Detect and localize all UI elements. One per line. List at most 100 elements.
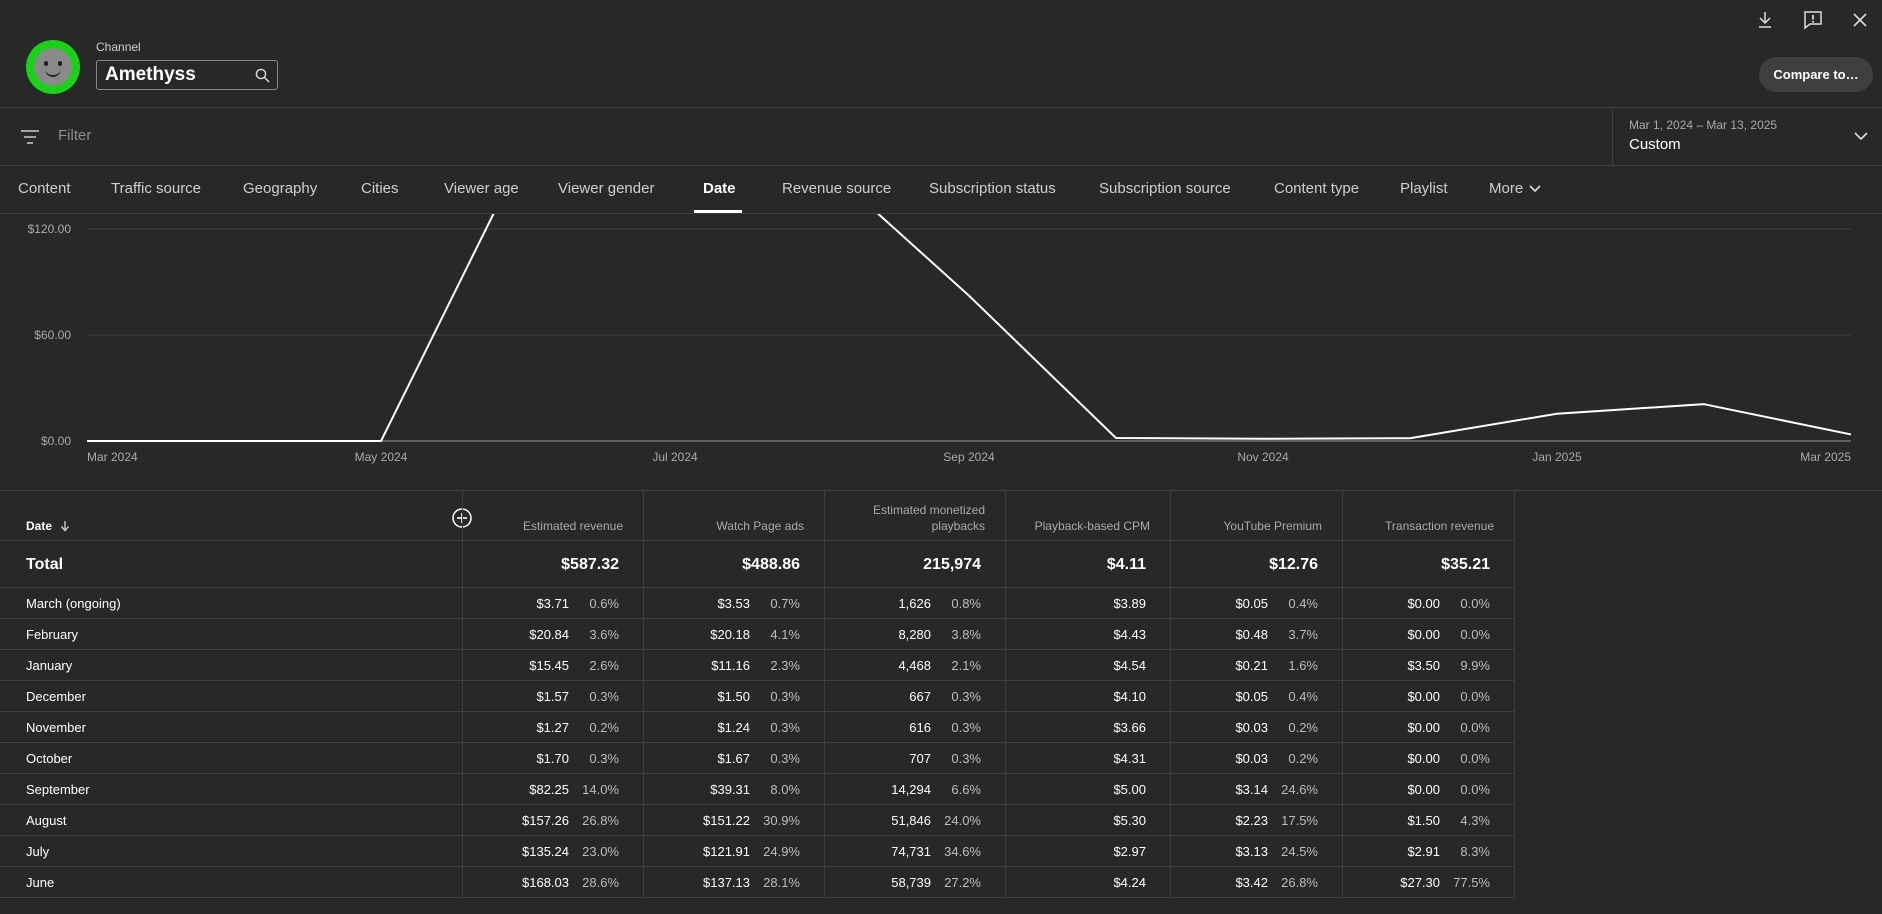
chevron-down-icon [1854, 128, 1868, 146]
tab-cities[interactable]: Cities [361, 180, 399, 197]
total-value: $587.32 [561, 556, 619, 573]
total-value: $35.21 [1441, 556, 1490, 573]
channel-selector[interactable]: Amethyss [96, 60, 278, 90]
youtube-premium-header[interactable]: YouTube Premium [1223, 519, 1323, 533]
cpm-value: $4.54 [1113, 658, 1146, 673]
transaction-revenue-header[interactable]: Transaction revenue [1385, 519, 1494, 533]
tab-geography[interactable]: Geography [243, 180, 318, 197]
tab-revenue-source[interactable]: Revenue source [782, 180, 892, 197]
transaction-value: $0.00 [1407, 782, 1440, 797]
revenue-percent: 0.3% [589, 751, 619, 766]
revenue-percent: 0.6% [589, 596, 619, 611]
cpm-value: $4.24 [1113, 875, 1146, 890]
row-date-label[interactable]: August [26, 813, 67, 828]
tab-viewer-age[interactable]: Viewer age [444, 180, 519, 197]
row-date-label[interactable]: February [26, 627, 79, 642]
close-icon[interactable] [1848, 8, 1872, 32]
column-divider [824, 491, 825, 897]
cpm-value: $5.30 [1113, 813, 1146, 828]
premium-value: $0.05 [1235, 689, 1268, 704]
feedback-icon[interactable] [1801, 8, 1825, 32]
row-divider [0, 618, 1514, 619]
watch-page-percent: 8.0% [770, 782, 800, 797]
column-divider [1005, 491, 1006, 897]
watch-page-value: $20.18 [710, 627, 750, 642]
row-divider [0, 773, 1514, 774]
row-divider [0, 897, 1514, 898]
premium-value: $0.05 [1235, 596, 1268, 611]
date-range-selector[interactable]: Mar 1, 2024 – Mar 13, 2025 Custom [1612, 108, 1882, 165]
tab-content[interactable]: Content [18, 180, 71, 197]
playbacks-percent: 34.6% [944, 844, 981, 859]
transaction-percent: 0.0% [1460, 596, 1490, 611]
row-divider [0, 540, 1514, 541]
tab-playlist[interactable]: Playlist [1400, 180, 1448, 197]
estimated-revenue-header[interactable]: Estimated revenue [522, 519, 623, 533]
series-line[interactable] [87, 214, 1852, 442]
cpm-value: $3.89 [1113, 596, 1146, 611]
watch-page-percent: 4.1% [770, 627, 800, 642]
row-date-label[interactable]: March (ongoing) [26, 596, 121, 611]
row-date-label[interactable]: July [26, 844, 50, 859]
monetized-playbacks-header[interactable]: Estimated monetized playbacks [872, 503, 985, 533]
tab-more[interactable]: More [1489, 180, 1541, 197]
row-date-label[interactable]: January [26, 658, 73, 673]
row-date-label[interactable]: November [26, 720, 86, 735]
row-date-label[interactable]: September [26, 782, 90, 797]
transaction-percent: 0.0% [1460, 720, 1490, 735]
date-range-mode: Custom [1629, 136, 1681, 153]
revenue-percent: 23.0% [582, 844, 619, 859]
x-tick-label: Jan 2025 [1532, 450, 1582, 464]
compare-button[interactable]: Compare to… [1759, 57, 1873, 92]
tab-subscription-source[interactable]: Subscription source [1099, 180, 1231, 197]
revenue-value: $135.24 [522, 844, 569, 859]
watch-page-percent: 0.3% [770, 720, 800, 735]
watch-page-value: $3.53 [717, 596, 750, 611]
tab-content-type[interactable]: Content type [1274, 180, 1360, 197]
watch-page-ads-header[interactable]: Watch Page ads [716, 519, 804, 533]
column-divider [462, 491, 463, 897]
revenue-value: $1.70 [536, 751, 569, 766]
row-date-label[interactable]: June [26, 875, 55, 890]
x-tick-label: Mar 2025 [1800, 450, 1851, 464]
revenue-percent: 26.8% [582, 813, 619, 828]
filter-input[interactable]: Filter [58, 127, 92, 144]
premium-percent: 17.5% [1281, 813, 1318, 828]
tab-date[interactable]: Date [703, 180, 736, 197]
watch-page-percent: 0.7% [770, 596, 800, 611]
row-divider [0, 742, 1514, 743]
tab-traffic-source[interactable]: Traffic source [111, 180, 202, 197]
download-icon[interactable] [1753, 8, 1777, 32]
watch-page-value: $11.16 [711, 658, 750, 673]
search-icon[interactable] [247, 61, 277, 89]
playback-cpm-header[interactable]: Playback-based CPM [1034, 519, 1150, 533]
tab-viewer-gender[interactable]: Viewer gender [558, 180, 655, 197]
playbacks-value: 4,468 [898, 658, 931, 673]
y-tick-label: $120.00 [28, 222, 72, 236]
date-column-header[interactable]: Date [26, 519, 70, 533]
transaction-percent: 77.5% [1453, 875, 1490, 890]
revenue-value: $20.84 [529, 627, 569, 642]
revenue-value: $82.25 [529, 782, 569, 797]
premium-value: $0.03 [1235, 751, 1268, 766]
premium-percent: 1.6% [1288, 658, 1318, 673]
watch-page-value: $1.50 [717, 689, 750, 704]
chevron-down-icon [1529, 184, 1541, 192]
transaction-value: $0.00 [1407, 720, 1440, 735]
premium-value: $0.21 [1235, 658, 1268, 673]
revenue-percent: 2.6% [589, 658, 619, 673]
tab-subscription-status[interactable]: Subscription status [929, 180, 1056, 197]
row-date-label[interactable]: October [26, 751, 73, 766]
row-divider [0, 711, 1514, 712]
active-tab-indicator [694, 210, 742, 213]
watch-page-percent: 0.3% [770, 689, 800, 704]
playbacks-value: 8,280 [898, 627, 931, 642]
column-divider [643, 491, 644, 897]
playbacks-value: 707 [909, 751, 931, 766]
filter-icon[interactable] [20, 128, 40, 146]
row-date-label[interactable]: December [26, 689, 86, 704]
x-tick-label: May 2024 [355, 450, 408, 464]
cpm-value: $5.00 [1113, 782, 1146, 797]
transaction-value: $1.50 [1407, 813, 1440, 828]
